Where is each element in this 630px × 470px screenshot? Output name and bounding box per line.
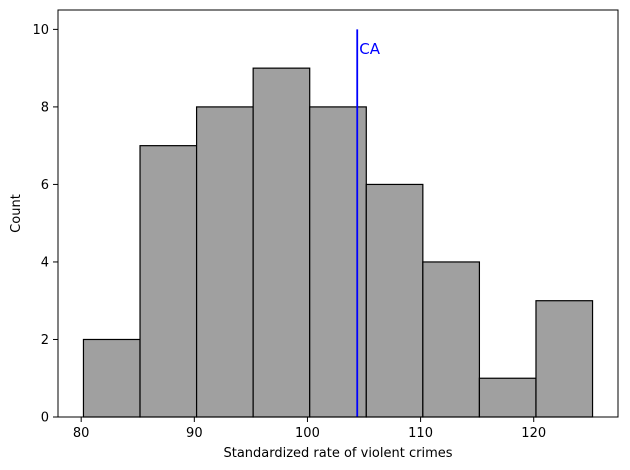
y-tick-label: 8	[41, 100, 49, 115]
histogram-bar	[535, 300, 594, 418]
x-tick-label: 110	[408, 426, 433, 441]
histogram-bar	[252, 67, 311, 418]
annotation-layer: CA	[356, 29, 381, 417]
histogram-bar	[195, 106, 254, 418]
histogram-bar	[139, 145, 198, 418]
y-tick-label: 6	[41, 178, 49, 193]
y-tick-label: 4	[41, 255, 49, 270]
ca-annotation-label: CA	[359, 40, 380, 58]
histogram-bar	[82, 338, 141, 418]
y-axis-label: Count	[9, 194, 24, 233]
x-tick-label: 80	[73, 426, 90, 441]
histogram-bars	[82, 67, 594, 418]
x-axis-ticks: 80 90 100 110 120	[73, 417, 546, 441]
y-tick-label: 2	[41, 333, 49, 348]
x-tick-label: 90	[186, 426, 203, 441]
y-axis-ticks: 0 2 4 6 8 10	[32, 23, 58, 426]
plot-frame	[57, 9, 619, 418]
x-tick-label: 100	[295, 426, 320, 441]
y-tick-label: 0	[41, 411, 49, 426]
histogram-bar	[365, 183, 424, 418]
y-tick-label: 10	[32, 23, 49, 38]
histogram-bar	[422, 261, 481, 418]
x-axis-label: Standardized rate of violent crimes	[223, 446, 452, 461]
histogram-bar	[478, 377, 537, 418]
x-tick-label: 120	[521, 426, 546, 441]
